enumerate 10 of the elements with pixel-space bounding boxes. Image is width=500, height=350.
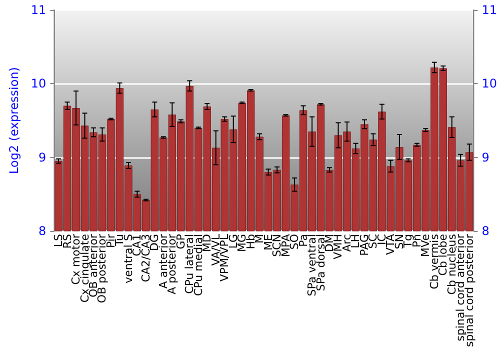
y-axis-title: Log2 (expression): [7, 67, 21, 174]
y2-tick-label: 9: [482, 150, 490, 164]
y2-tick-label: 8: [482, 224, 490, 238]
y-tick-label: 8: [38, 224, 46, 238]
x-tick-label: A posterior: [166, 234, 179, 294]
y-tick-label: 9: [38, 150, 46, 164]
y2-tick-label: 11: [482, 3, 498, 17]
y-tick-label: 10: [30, 76, 46, 91]
y2-tick-label: 10: [482, 76, 498, 91]
y-tick-label: 11: [30, 3, 46, 17]
